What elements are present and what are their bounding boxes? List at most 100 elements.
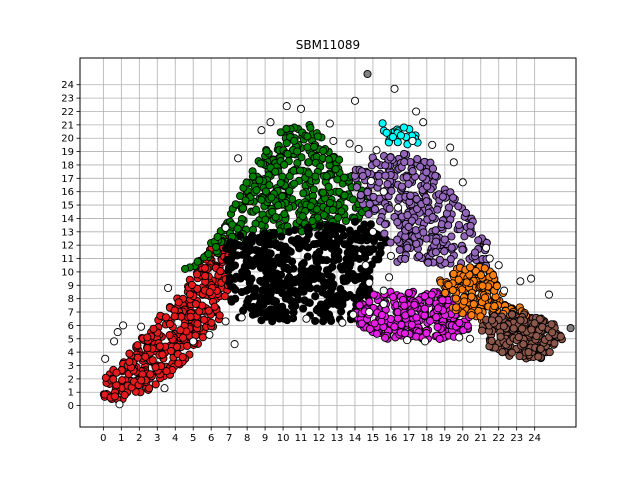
data-point (345, 274, 354, 283)
data-point (244, 284, 254, 294)
data-point (507, 310, 517, 319)
plot-frame (79, 57, 577, 428)
data-point (386, 153, 395, 162)
data-point (461, 208, 470, 217)
x-tick-label: 6 (208, 433, 214, 444)
y-tick-label: 21 (61, 120, 74, 131)
data-point (161, 313, 171, 322)
data-point (404, 222, 413, 231)
data-point (356, 190, 365, 200)
data-point (407, 308, 416, 317)
outlier-point (234, 154, 243, 163)
data-point (165, 331, 174, 340)
data-point (261, 187, 270, 196)
data-point (287, 236, 296, 245)
outlier-point (566, 324, 575, 333)
data-point (462, 278, 471, 287)
outlier-point (338, 318, 347, 327)
data-point (257, 195, 266, 204)
data-point (448, 286, 457, 295)
data-point (283, 149, 292, 159)
data-point (274, 201, 283, 210)
data-point (193, 319, 202, 328)
data-point (278, 259, 287, 268)
data-point (298, 212, 307, 221)
outlier-point (237, 313, 246, 322)
cluster-cyan (378, 119, 422, 149)
data-point (431, 248, 440, 257)
x-tick-label: 15 (367, 433, 380, 444)
data-point (222, 256, 232, 265)
data-point (341, 216, 350, 225)
data-point (412, 195, 421, 204)
data-point (335, 155, 344, 164)
data-point (299, 189, 308, 198)
data-point (312, 284, 322, 293)
data-point (319, 146, 328, 155)
x-tick-label: 22 (492, 433, 505, 444)
data-point (331, 165, 340, 174)
data-point (460, 297, 469, 306)
data-point (248, 172, 257, 181)
data-point (400, 329, 409, 338)
data-point (496, 332, 505, 341)
data-point (285, 186, 294, 196)
data-point (308, 216, 317, 226)
y-tick-label: 5 (68, 334, 74, 345)
y-tick-label: 14 (61, 214, 74, 225)
data-point (476, 271, 486, 280)
data-point (423, 182, 432, 191)
data-point (395, 245, 404, 254)
data-point (287, 279, 296, 288)
data-point (487, 336, 496, 345)
data-point (110, 392, 119, 401)
data-point (422, 197, 431, 206)
data-point (317, 272, 326, 281)
data-point (354, 274, 363, 283)
data-point (388, 132, 397, 142)
data-point (240, 262, 249, 271)
x-tick-label: 24 (528, 433, 541, 444)
data-point (452, 303, 461, 312)
outlier-point (394, 203, 403, 212)
data-point (271, 213, 280, 222)
data-point (254, 306, 263, 315)
data-point (271, 304, 280, 313)
data-point (120, 390, 129, 400)
data-point (412, 313, 421, 322)
data-point (255, 260, 264, 269)
data-point (220, 292, 229, 301)
data-point (393, 218, 402, 227)
data-point (530, 319, 539, 328)
data-point (328, 262, 337, 272)
data-point (397, 182, 406, 191)
outlier-point (544, 290, 554, 299)
outlier-point (412, 107, 421, 116)
data-point (333, 175, 342, 184)
data-point (507, 348, 516, 357)
data-point (449, 193, 458, 202)
outlier-point (361, 261, 370, 270)
data-point (382, 128, 391, 137)
data-point (509, 324, 518, 333)
outlier-point (446, 143, 455, 152)
data-point (527, 325, 536, 334)
data-point (434, 304, 443, 313)
data-point (444, 280, 453, 290)
data-point (176, 326, 185, 335)
data-point (293, 147, 302, 156)
data-point (369, 192, 378, 201)
data-point (303, 226, 312, 235)
data-point (365, 199, 374, 209)
data-point (271, 167, 280, 176)
outlier-point (408, 136, 417, 145)
data-point (324, 239, 333, 248)
data-point (313, 132, 322, 141)
x-tick-label: 5 (190, 433, 196, 444)
data-point (381, 333, 390, 342)
outlier-point (266, 118, 275, 127)
data-point (381, 171, 390, 180)
outlier-point (494, 261, 503, 270)
data-point (330, 249, 340, 258)
